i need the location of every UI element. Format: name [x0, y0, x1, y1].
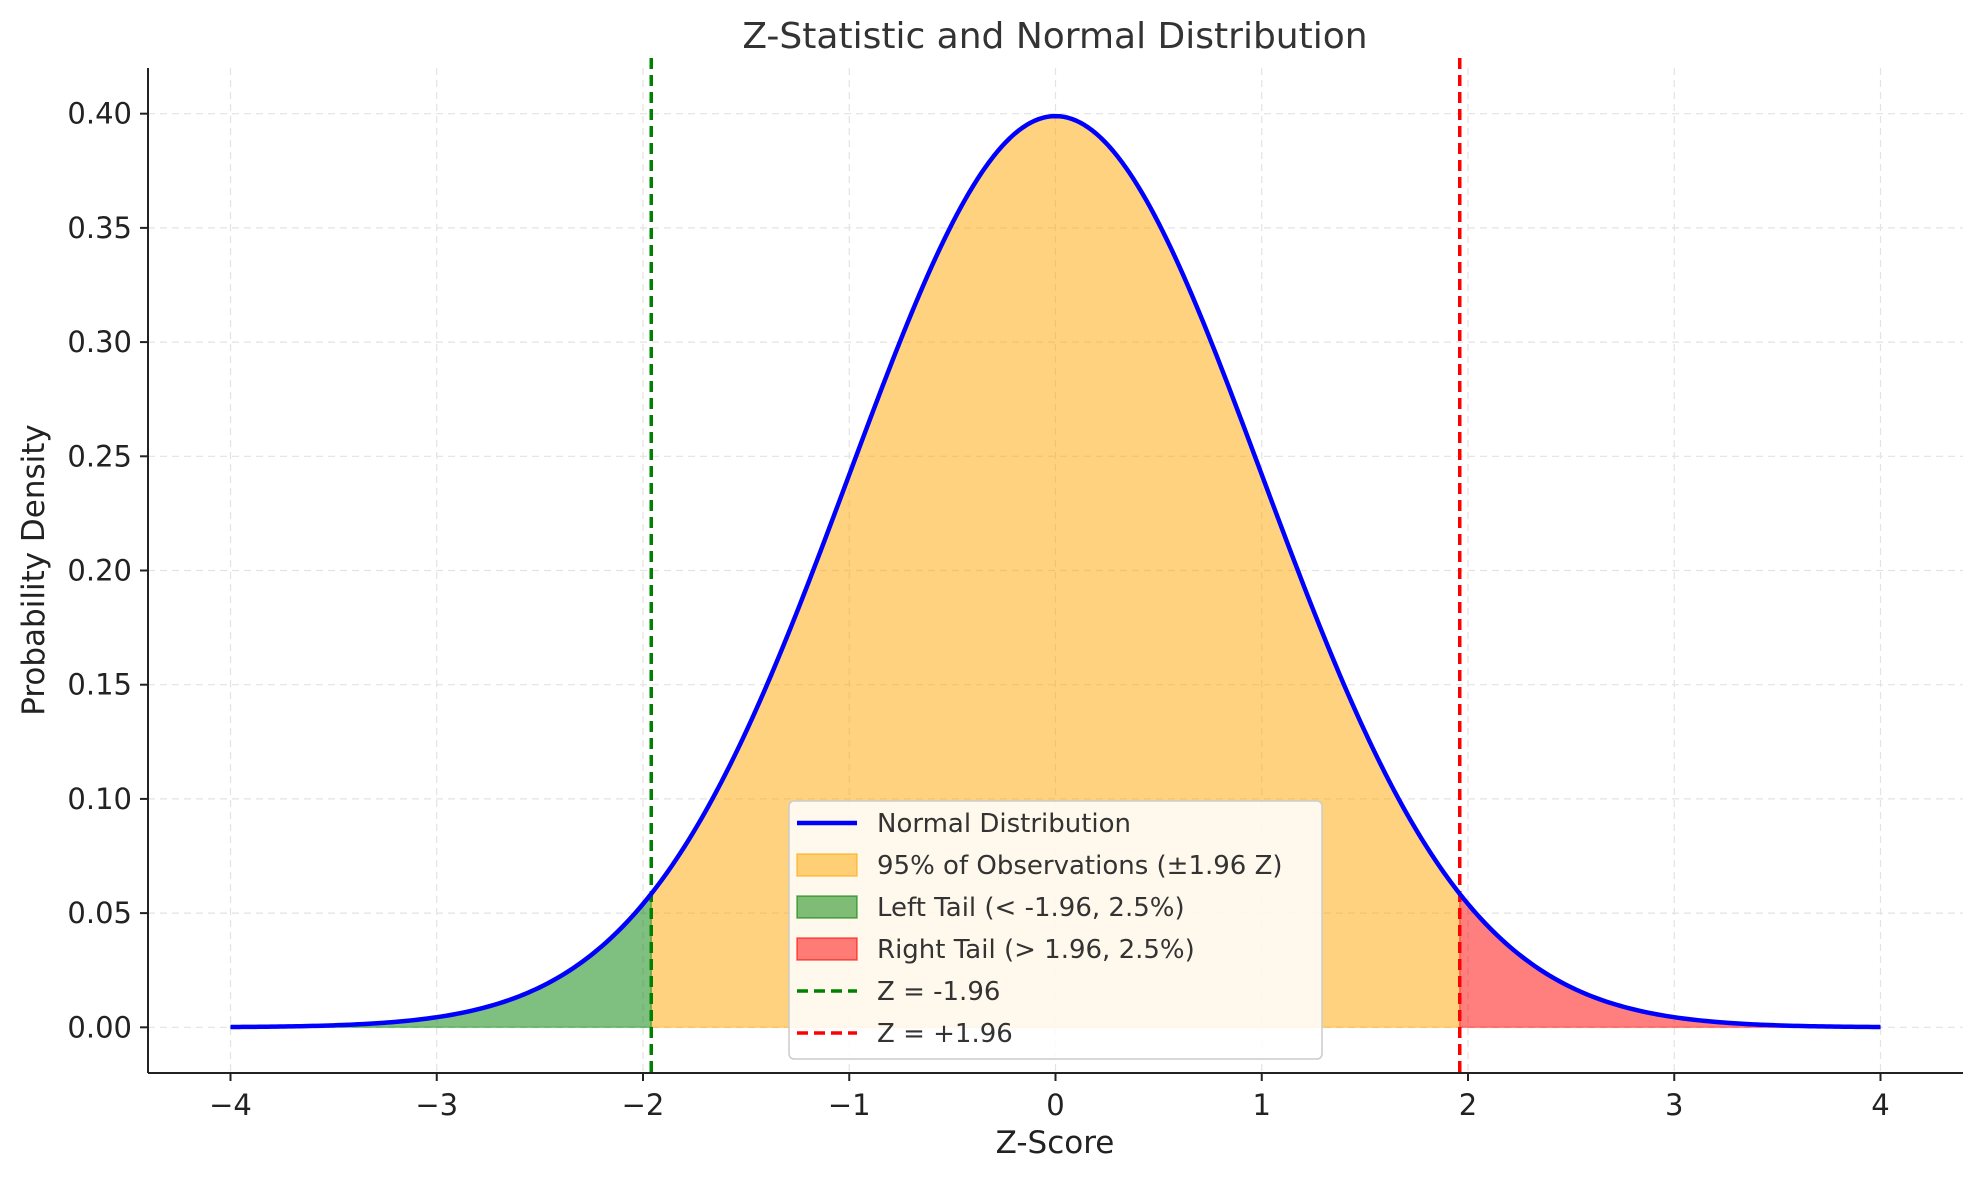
legend-label-normal-distribution: Normal Distribution: [877, 809, 1131, 839]
y-ticks: 0.00 0.05 0.10 0.15 0.20 0.25 0.30 0.35 0.40: [67, 97, 148, 1044]
legend-label-left-tail: Left Tail (< -1.96, 2.5%): [877, 893, 1185, 923]
chart-title: Z-Statistic and Normal Distribution: [742, 16, 1367, 57]
y-axis-label: Probability Density: [16, 424, 52, 716]
x-ticks: −4 −3 −2 −1 0 1 2 3 4: [209, 1073, 1890, 1122]
y-tick-label: 0.35: [67, 211, 132, 245]
x-tick-label: −4: [209, 1088, 252, 1122]
legend-label-right-tail: Right Tail (> 1.96, 2.5%): [877, 935, 1195, 965]
y-tick-label: 0.00: [67, 1010, 132, 1044]
x-tick-label: −2: [622, 1088, 665, 1122]
x-tick-label: −1: [828, 1088, 871, 1122]
legend-swatch-95-percent: [796, 853, 858, 877]
y-tick-label: 0.30: [67, 325, 132, 359]
y-tick-label: 0.20: [67, 554, 132, 588]
x-tick-label: −3: [415, 1088, 458, 1122]
legend-label-z-plus: Z = +1.96: [877, 1019, 1013, 1049]
x-tick-label: 3: [1665, 1088, 1683, 1122]
y-tick-label: 0.25: [67, 439, 132, 473]
x-tick-label: 2: [1459, 1088, 1477, 1122]
x-tick-label: 4: [1871, 1088, 1889, 1122]
normal-curve-line: [230, 113, 1881, 1030]
x-tick-label: 0: [1046, 1088, 1064, 1122]
y-tick-label: 0.40: [67, 97, 132, 131]
y-tick-label: 0.10: [67, 782, 132, 816]
x-tick-label: 1: [1253, 1088, 1271, 1122]
legend: Normal Distribution 95% of Observations …: [788, 800, 1323, 1060]
legend-swatch-right-tail: [796, 937, 858, 961]
legend-label-95-percent: 95% of Observations (±1.96 Z): [877, 851, 1283, 881]
y-tick-label: 0.05: [67, 896, 132, 930]
x-axis-label: Z-Score: [996, 1125, 1115, 1161]
legend-box: [788, 800, 1323, 1060]
y-tick-label: 0.15: [67, 668, 132, 702]
legend-label-z-minus: Z = -1.96: [877, 977, 1000, 1007]
legend-swatch-left-tail: [796, 895, 858, 919]
